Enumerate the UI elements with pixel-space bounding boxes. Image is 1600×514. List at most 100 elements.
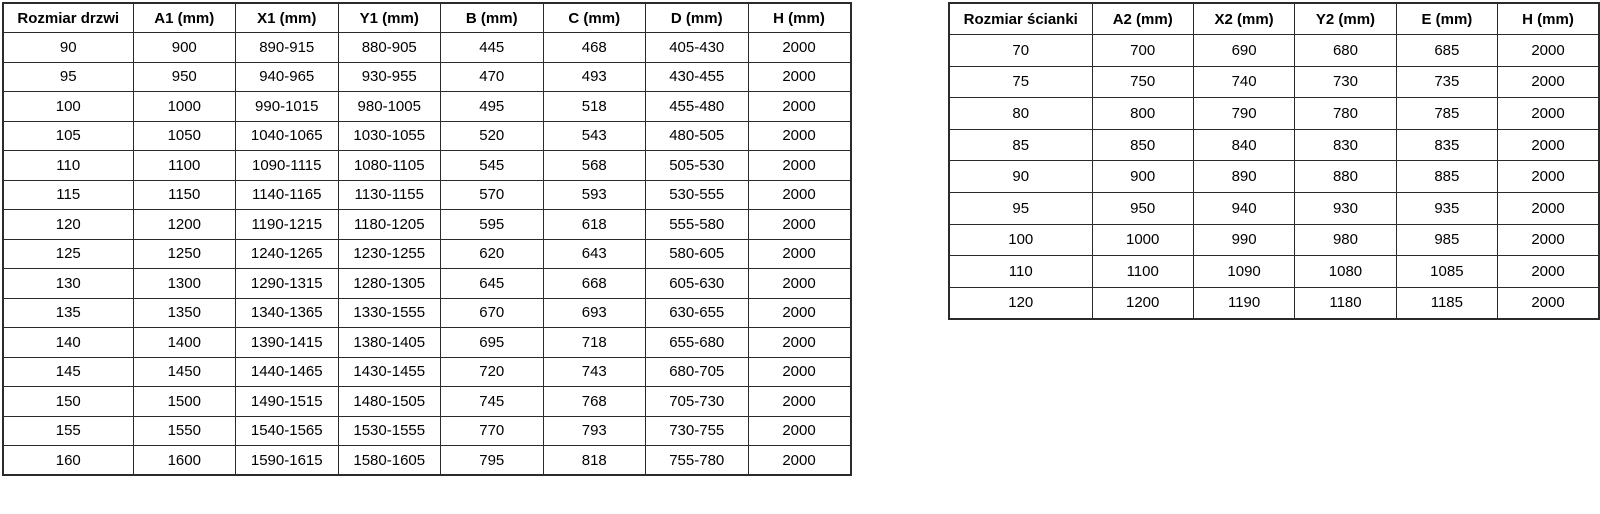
table-cell: 595	[440, 209, 544, 240]
table-cell: 1340-1365	[235, 297, 339, 328]
table-cell: 1090-1115	[235, 150, 339, 181]
table-cell: 693	[542, 297, 646, 328]
table-cell: 445	[440, 32, 544, 63]
table-cell: 593	[542, 179, 646, 210]
table-cell: 1450	[132, 356, 236, 387]
table-cell: 2000	[1497, 34, 1600, 67]
table-cell: 1000	[1091, 223, 1194, 257]
table-cell: 2000	[747, 445, 851, 476]
table-cell: 643	[542, 238, 646, 269]
table-cell: 840	[1192, 128, 1296, 162]
table-cell: 668	[542, 268, 646, 299]
table-cell: 785	[1395, 97, 1499, 130]
table-row: 120 1200 1190-1215 1180-1205 595 618 555-580 20…	[2, 209, 851, 240]
table-cell: 768	[542, 386, 646, 417]
table-cell: 95	[2, 61, 134, 92]
table-cell: 2000	[1497, 255, 1600, 288]
table-cell: 620	[440, 238, 544, 269]
table-cell: 2000	[747, 327, 851, 358]
table-cell: 990-1015	[235, 91, 339, 122]
table-cell: 1330-1555	[337, 297, 441, 328]
table-cell: 1600	[132, 445, 236, 476]
table-cell: 2000	[747, 415, 851, 446]
table-cell: 1100	[1091, 255, 1194, 288]
table-cell: 555-580	[645, 209, 749, 240]
table-cell: 75	[948, 65, 1093, 99]
table-cell: 480-505	[645, 120, 749, 151]
table-cell: 730	[1294, 65, 1397, 99]
table-cell: 468	[542, 32, 646, 63]
table-cell: 940-965	[235, 61, 339, 92]
column-header: C (mm)	[542, 2, 646, 33]
table-cell: 680	[1294, 34, 1397, 67]
table-cell: 1290-1315	[235, 268, 339, 299]
table-cell: 830	[1294, 128, 1397, 162]
table-cell: 543	[542, 120, 646, 151]
table-cell: 1040-1065	[235, 120, 339, 151]
table-row: 90 900 890-915 880-905 445 468 405-430 2000	[2, 32, 851, 63]
wall-sizes-table: Rozmiar ścianki A2 (mm) X2 (mm) Y2 (mm) E (m…	[948, 2, 1600, 320]
table-cell: 880-905	[337, 32, 441, 63]
table-cell: 2000	[1497, 223, 1600, 257]
table-cell: 110	[948, 255, 1093, 288]
table-row: 140 1400 1390-1415 1380-1405 695 718 655-680 20…	[2, 327, 851, 358]
table-cell: 1350	[132, 297, 236, 328]
table-cell: 1230-1255	[337, 238, 441, 269]
table-row: 130 1300 1290-1315 1280-1305 645 668 605-630 20…	[2, 268, 851, 299]
table-row: 135 1350 1340-1365 1330-1555 670 693 630-655 20…	[2, 297, 851, 328]
table-cell: 1140-1165	[235, 179, 339, 210]
table-cell: 1430-1455	[337, 356, 441, 387]
table-row: 125 1250 1240-1265 1230-1255 620 643 580-605 20…	[2, 238, 851, 269]
table-cell: 1550	[132, 415, 236, 446]
table-cell: 2000	[1497, 160, 1600, 194]
table-cell: 2000	[747, 386, 851, 417]
table-cell: 1530-1555	[337, 415, 441, 446]
table-cell: 470	[440, 61, 544, 92]
table-cell: 1090	[1192, 255, 1296, 288]
table-row: 115 1150 1140-1165 1130-1155 570 593 530-555 20…	[2, 179, 851, 210]
table-row: 160 1600 1590-1615 1580-1605 795 818 755-780 20…	[2, 445, 851, 476]
table-cell: 1590-1615	[235, 445, 339, 476]
table-cell: 120	[948, 286, 1093, 320]
table-cell: 1180	[1294, 286, 1397, 320]
table-row: 110 1100 1090-1115 1080-1105 545 568 505-530 20…	[2, 150, 851, 181]
table-cell: 1200	[1091, 286, 1194, 320]
table-cell: 1250	[132, 238, 236, 269]
table-cell: 755-780	[645, 445, 749, 476]
table-cell: 1500	[132, 386, 236, 417]
table-cell: 818	[542, 445, 646, 476]
table-cell: 2000	[747, 268, 851, 299]
column-header: E (mm)	[1395, 2, 1499, 36]
table-cell: 530-555	[645, 179, 749, 210]
table-cell: 1240-1265	[235, 238, 339, 269]
column-header: H (mm)	[1497, 2, 1600, 36]
table-cell: 1490-1515	[235, 386, 339, 417]
table-cell: 2000	[1497, 128, 1600, 162]
column-header: Y2 (mm)	[1294, 2, 1397, 36]
table-cell: 745	[440, 386, 544, 417]
table-cell: 1280-1305	[337, 268, 441, 299]
table-cell: 1185	[1395, 286, 1499, 320]
table-cell: 495	[440, 91, 544, 122]
column-header: B (mm)	[440, 2, 544, 33]
header-row: Rozmiar drzwi A1 (mm) X1 (mm) Y1 (mm) B (mm)…	[2, 2, 851, 33]
table-cell: 618	[542, 209, 646, 240]
table-cell: 2000	[747, 91, 851, 122]
table-cell: 743	[542, 356, 646, 387]
table-cell: 80	[948, 97, 1093, 130]
table-row: 90 900 890 880 885 2000	[948, 160, 1600, 194]
table-cell: 630-655	[645, 297, 749, 328]
table-cell: 1480-1505	[337, 386, 441, 417]
column-header: Rozmiar ścianki	[948, 2, 1093, 36]
table-row: 105 1050 1040-1065 1030-1055 520 543 480-505 20…	[2, 120, 851, 151]
table-cell: 700	[1091, 34, 1194, 67]
header-row: Rozmiar ścianki A2 (mm) X2 (mm) Y2 (mm) E (m…	[948, 2, 1600, 36]
table-cell: 115	[2, 179, 134, 210]
door-sizes-table: Rozmiar drzwi A1 (mm) X1 (mm) Y1 (mm) B (mm)…	[2, 2, 852, 476]
table-cell: 985	[1395, 223, 1499, 257]
table-cell: 900	[132, 32, 236, 63]
table-cell: 70	[948, 34, 1093, 67]
table-cell: 680-705	[645, 356, 749, 387]
table-cell: 1100	[132, 150, 236, 181]
